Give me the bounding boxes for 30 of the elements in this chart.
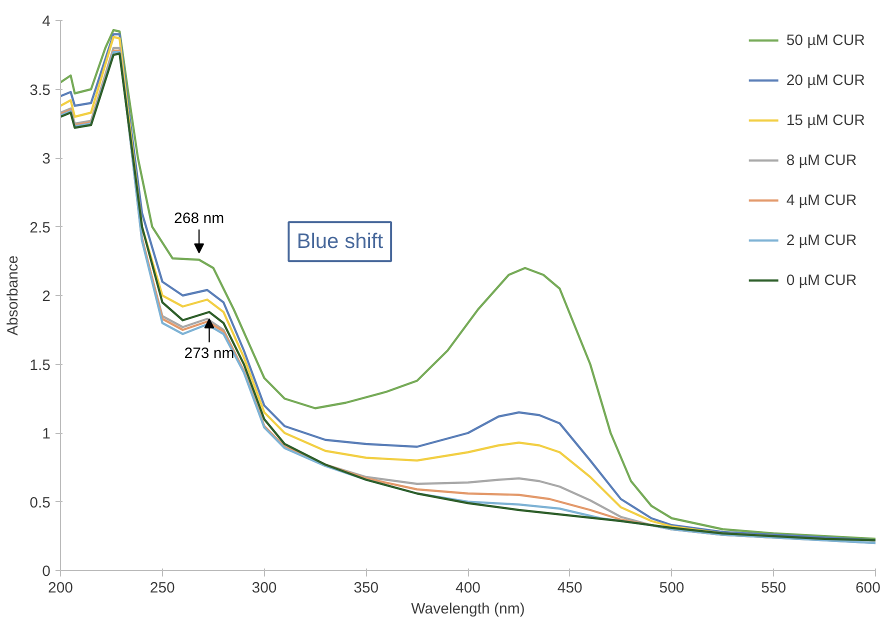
annotation: 268 nm: [174, 210, 224, 227]
y-tick-label: 2: [42, 288, 50, 305]
legend-label: 50 µM CUR: [786, 32, 865, 48]
legend-label: 4 µM CUR: [786, 192, 857, 208]
legend-label: 20 µM CUR: [786, 72, 865, 88]
y-tick-label: 2.5: [30, 219, 51, 236]
y-tick-label: 0: [42, 563, 50, 580]
x-tick-label: 450: [557, 580, 582, 596]
x-tick-label: 200: [48, 580, 74, 596]
x-axis-title: Wavelength (nm): [411, 600, 525, 618]
x-tick-label: 550: [761, 580, 786, 596]
x-tick-label: 300: [252, 580, 277, 596]
legend-label: 8 µM CUR: [786, 152, 857, 168]
y-tick-label: 3: [42, 150, 50, 168]
x-tick-label: 600: [855, 580, 881, 596]
x-tick-label: 400: [455, 580, 481, 596]
y-tick-label: 1.5: [30, 356, 51, 374]
x-tick-label: 250: [150, 580, 175, 596]
y-tick-label: 3.5: [30, 82, 51, 99]
y-tick-label: 4: [42, 13, 50, 30]
legend-label: 2 µM CUR: [786, 232, 857, 248]
legend-label: 15 µM CUR: [786, 112, 865, 128]
annotation: Blue shift: [296, 230, 384, 254]
x-tick-label: 500: [659, 580, 684, 596]
annotation: 273 nm: [184, 345, 234, 362]
legend-label: 0 µM CUR: [786, 272, 857, 288]
y-axis-title: Absorbance: [4, 255, 22, 336]
x-tick-label: 350: [354, 580, 379, 596]
y-tick-label: 0.5: [30, 494, 51, 512]
y-tick-label: 1: [42, 426, 50, 442]
